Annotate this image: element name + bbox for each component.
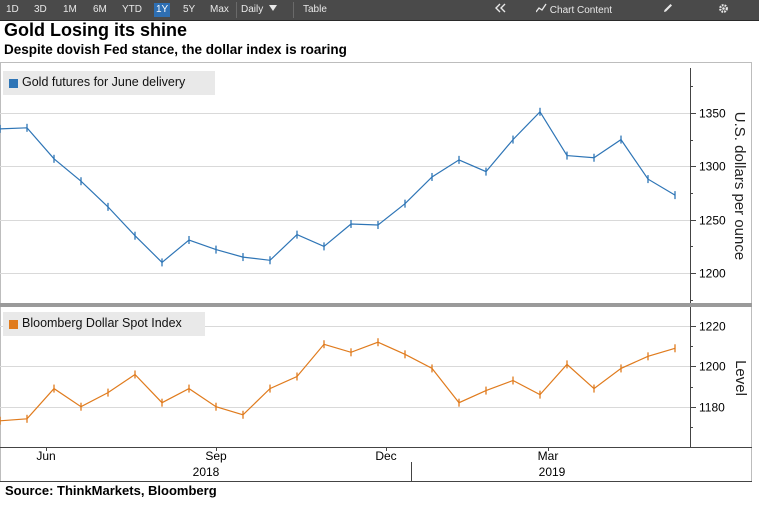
frequency-dropdown[interactable]: Daily [241, 3, 278, 17]
edit-button[interactable] [663, 3, 673, 17]
gold-legend-swatch [9, 79, 18, 88]
gold-legend-label: Gold futures for June delivery [22, 75, 186, 89]
dollar-series [0, 338, 676, 425]
chart-subtitle: Despite dovish Fed stance, the dollar in… [4, 42, 347, 57]
dollar-tick-label: 1200 [699, 360, 726, 374]
chart-title: Gold Losing its shine [4, 20, 188, 40]
gear-icon [719, 4, 728, 13]
table-button[interactable]: Table [303, 4, 327, 15]
x-tick-label-sep: Sep [205, 449, 227, 463]
gold-y-axis-title: U.S. dollars per ounce [731, 112, 748, 260]
dollar-legend: Bloomberg Dollar Spot Index [3, 312, 205, 336]
dollar-tick-label: 1220 [699, 320, 726, 334]
triangle-down-icon [269, 5, 278, 11]
line-chart-icon [535, 3, 547, 13]
chart-toolbar: 1D 3D 1M 6M YTD 1Y 5Y Max Daily Table Ch… [0, 0, 759, 21]
collapse-button[interactable] [494, 3, 506, 17]
dollar-y-axis-title: Level [732, 360, 749, 396]
dollar-legend-label: Bloomberg Dollar Spot Index [22, 316, 182, 330]
gold-gridlines [0, 113, 690, 274]
dollar-legend-swatch [9, 320, 18, 329]
frequency-label: Daily [241, 4, 264, 15]
gold-tick-label: 1200 [699, 267, 726, 281]
x-year-label-2018: 2018 [193, 465, 220, 479]
range-5y-button[interactable]: 5Y [183, 4, 196, 15]
chart-frame [0, 62, 752, 482]
pencil-icon [664, 4, 672, 12]
range-ytd-button[interactable]: YTD [122, 4, 142, 15]
toolbar-divider [236, 2, 237, 18]
chart-content-label: Chart Content [549, 5, 613, 16]
gold-series-line [0, 110, 676, 264]
x-tick-label-jun: Jun [36, 449, 55, 463]
gold-tick-label: 1300 [699, 160, 726, 174]
chart-content-button[interactable]: Chart Content [535, 3, 613, 17]
range-3d-button[interactable]: 3D [34, 4, 47, 15]
range-6m-button[interactable]: 6M [93, 4, 107, 15]
dollar-series-line [0, 341, 676, 422]
toolbar-divider [293, 2, 294, 18]
x-tick-label-mar: Mar [538, 449, 559, 463]
range-max-button[interactable]: Max [210, 4, 229, 15]
dollar-tick-label: 1180 [699, 401, 725, 415]
range-1m-button[interactable]: 1M [63, 4, 77, 15]
x-tick-label-dec: Dec [375, 449, 396, 463]
x-year-label-2019: 2019 [539, 465, 566, 479]
dollar-tick-group: 1180 1200 1220 [690, 320, 726, 448]
settings-button[interactable] [718, 3, 729, 17]
panel-divider [0, 303, 752, 307]
double-chevron-left-icon [495, 3, 506, 13]
range-1y-button[interactable]: 1Y [154, 3, 171, 17]
source-note: Source: ThinkMarkets, Bloomberg [5, 483, 217, 498]
gold-legend: Gold futures for June delivery [3, 71, 215, 95]
gold-tick-label: 1250 [699, 214, 726, 228]
gold-tick-label: 1350 [699, 107, 726, 121]
gold-series [0, 107, 676, 267]
gold-tick-group: 1200 1250 1300 1350 [46, 86, 726, 451]
range-1d-button[interactable]: 1D [6, 4, 19, 15]
